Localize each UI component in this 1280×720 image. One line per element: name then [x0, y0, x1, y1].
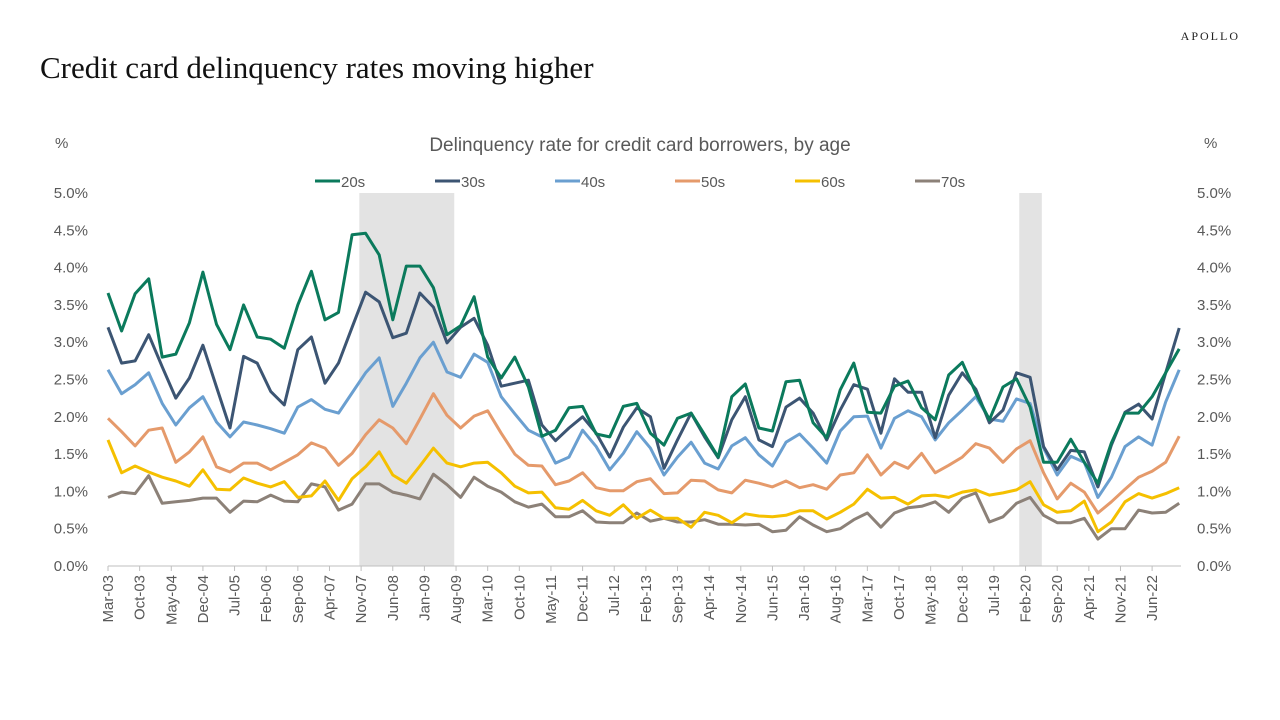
- x-tick-label: Sep-20: [1049, 575, 1066, 623]
- x-tick-label: Mar-17: [859, 575, 876, 623]
- series-line-70s: [107, 472, 1181, 541]
- x-tick-label: Mar-03: [100, 575, 117, 623]
- x-tick-label: May-18: [923, 575, 940, 625]
- x-tick-label: Nov-21: [1112, 575, 1129, 623]
- x-tick-label: Jun-15: [764, 575, 781, 621]
- x-tick-label: Dec-18: [954, 575, 971, 623]
- x-tick-label: Feb-06: [258, 575, 275, 623]
- y-tick-label-right: 1.5%: [1197, 446, 1231, 463]
- legend-label-20s: 20s: [341, 174, 365, 191]
- series-line-40s: [106, 340, 1181, 499]
- y-tick-label-right: 5.0%: [1197, 185, 1231, 202]
- x-tick-label: Jun-22: [1144, 575, 1161, 621]
- y-tick-label-right: 2.0%: [1197, 409, 1231, 426]
- y-tick-label-right: 4.5%: [1197, 222, 1231, 239]
- x-tick-label: May-11: [543, 575, 560, 624]
- y-tick-label-right: 0.0%: [1197, 558, 1231, 575]
- x-tick-label: Apr-21: [1081, 575, 1098, 620]
- x-tick-label: Nov-14: [733, 575, 750, 623]
- legend-label-30s: 30s: [461, 174, 485, 191]
- x-tick-label: Jul-12: [606, 575, 623, 616]
- x-tick-label: Oct-10: [511, 575, 528, 620]
- page-title: Credit card delinquency rates moving hig…: [40, 50, 594, 85]
- y-tick-label-left: 0.0%: [54, 558, 88, 575]
- x-tick-label: Dec-11: [575, 575, 592, 622]
- y-tick-label-left: 0.5%: [54, 521, 88, 538]
- y-tick-label-right: 3.0%: [1197, 334, 1231, 351]
- x-tick-label: Oct-03: [132, 575, 149, 620]
- x-tick-label: Feb-20: [1018, 575, 1035, 623]
- legend-label-40s: 40s: [581, 174, 605, 191]
- x-tick-label: Jul-19: [986, 575, 1003, 616]
- series-line-30s: [106, 290, 1181, 489]
- y-tick-label-left: 4.0%: [54, 260, 88, 277]
- apollo-logo: APOLLO: [1180, 29, 1240, 43]
- y-tick-label-left: 5.0%: [54, 185, 88, 202]
- x-tick-label: Aug-16: [828, 575, 845, 623]
- x-tick-label: May-04: [163, 575, 180, 625]
- legend-label-60s: 60s: [821, 174, 845, 191]
- series-line-20s: [106, 231, 1181, 485]
- y-tick-label-right: 3.5%: [1197, 297, 1231, 314]
- y-tick-label-left: 1.5%: [54, 446, 88, 463]
- x-tick-label: Apr-07: [321, 575, 338, 620]
- y-tick-label-left: 2.0%: [54, 409, 88, 426]
- x-tick-label: Sep-13: [670, 575, 687, 623]
- x-tick-label: Feb-13: [638, 575, 655, 623]
- y-tick-label-left: 4.5%: [54, 222, 88, 239]
- x-tick-label: Oct-17: [891, 575, 908, 620]
- legend-label-50s: 50s: [701, 174, 725, 191]
- x-tick-label: Apr-14: [701, 575, 718, 620]
- x-tick-label: Aug-09: [448, 575, 465, 623]
- y-tick-label-right: 4.0%: [1197, 260, 1231, 277]
- y-axis-label-left: %: [55, 135, 68, 152]
- x-tick-label: Jan-09: [416, 575, 433, 621]
- x-tick-label: Jun-08: [385, 575, 402, 621]
- y-tick-label-right: 2.5%: [1197, 372, 1231, 389]
- x-tick-label: Dec-04: [195, 575, 212, 623]
- y-axis-label-right: %: [1204, 135, 1217, 152]
- y-tick-label-left: 1.0%: [54, 483, 88, 500]
- y-tick-label-left: 2.5%: [54, 372, 88, 389]
- x-tick-label: Jul-05: [227, 575, 244, 616]
- x-tick-label: Jan-16: [796, 575, 813, 621]
- series-line-50s: [106, 392, 1181, 515]
- y-tick-label-right: 0.5%: [1197, 521, 1231, 538]
- y-tick-label-right: 1.0%: [1197, 483, 1231, 500]
- chart-title: Delinquency rate for credit card borrowe…: [429, 135, 850, 156]
- series-line-60s: [106, 439, 1180, 534]
- legend-label-70s: 70s: [941, 174, 965, 191]
- x-tick-label: Mar-10: [480, 575, 497, 623]
- x-tick-label: Sep-06: [290, 575, 307, 623]
- y-tick-label-left: 3.5%: [54, 297, 88, 314]
- y-tick-label-left: 3.0%: [54, 334, 88, 351]
- x-tick-label: Nov-07: [353, 575, 370, 623]
